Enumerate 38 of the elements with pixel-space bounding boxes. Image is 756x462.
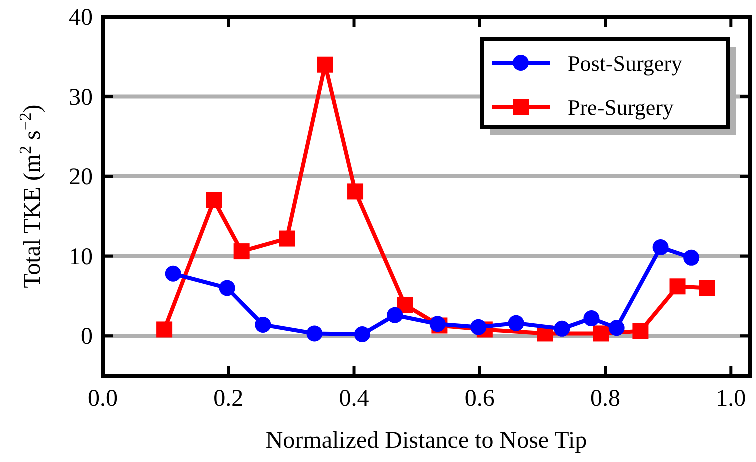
point	[317, 56, 334, 73]
point	[593, 326, 610, 342]
point	[508, 315, 524, 332]
point	[348, 184, 364, 200]
point	[387, 307, 404, 324]
point	[165, 266, 182, 282]
point	[206, 192, 222, 208]
legend-label: Post-Surgery	[568, 51, 682, 76]
x-tick-label: 1.0	[716, 386, 746, 412]
point	[584, 310, 600, 327]
point	[470, 319, 487, 336]
x-tick-label: 0.4	[339, 386, 370, 412]
point	[354, 326, 370, 343]
point	[219, 280, 236, 296]
y-tick-label: 10	[69, 244, 93, 270]
legend-label: Pre-Surgery	[568, 95, 674, 120]
point	[608, 320, 625, 336]
y-tick-label: 30	[69, 84, 93, 111]
point	[670, 278, 686, 295]
point	[255, 316, 272, 333]
y-tick-label: 0	[81, 324, 93, 350]
point	[684, 250, 700, 266]
x-tick-label: 0.0	[88, 386, 118, 412]
x-tick-label: 0.2	[214, 386, 244, 412]
y-tick-label: 40	[69, 5, 93, 31]
y-tick-label: 20	[69, 164, 93, 191]
point	[554, 320, 570, 337]
point	[306, 326, 323, 342]
point	[156, 322, 173, 338]
point	[699, 280, 716, 296]
point	[652, 240, 669, 256]
point	[397, 297, 414, 313]
point	[279, 230, 296, 247]
point	[632, 323, 649, 340]
x-axis-title: Normalized Distance to Nose Tip	[266, 428, 588, 454]
x-tick-label: 0.8	[590, 386, 621, 412]
point	[234, 244, 250, 260]
x-tick-label: 0.6	[464, 386, 495, 412]
